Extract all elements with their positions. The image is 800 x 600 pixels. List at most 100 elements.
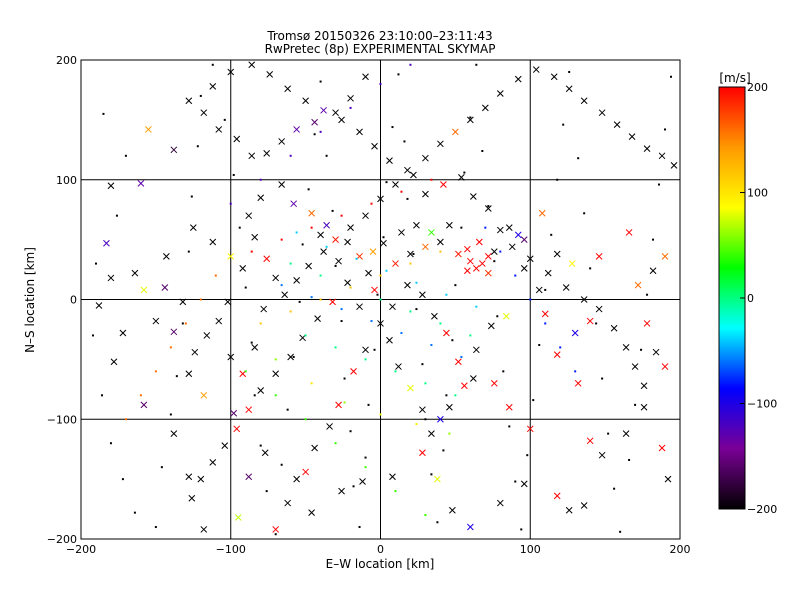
data-point-dot-274 bbox=[382, 236, 385, 239]
data-point-cross-23 bbox=[163, 253, 170, 260]
data-point-dot-313 bbox=[595, 322, 598, 325]
data-point-cross-17 bbox=[245, 473, 253, 481]
data-point-cross-188 bbox=[311, 118, 318, 126]
data-point-cross-31 bbox=[308, 209, 315, 217]
data-point-cross-219 bbox=[580, 97, 588, 105]
data-point-dot-247 bbox=[238, 226, 241, 229]
data-point-cross-98 bbox=[395, 363, 402, 370]
data-point-cross-32 bbox=[317, 231, 324, 239]
data-point-cross-18 bbox=[261, 449, 269, 457]
data-point-cross-130 bbox=[371, 286, 378, 294]
data-point-cross-221 bbox=[613, 121, 621, 129]
data-point-dot-242 bbox=[196, 145, 199, 148]
data-point-dot-393 bbox=[574, 370, 577, 373]
data-point-dot-285 bbox=[436, 521, 439, 524]
data-point-dot-280 bbox=[412, 252, 415, 255]
data-point-cross-61 bbox=[505, 224, 513, 232]
data-point-cross-9 bbox=[95, 302, 103, 309]
data-point-dot-337 bbox=[424, 382, 427, 385]
data-point-dot-264 bbox=[334, 264, 337, 267]
data-point-cross-48 bbox=[446, 221, 453, 229]
colorbar-label: [m/s] bbox=[719, 71, 750, 85]
data-point-dot-302 bbox=[526, 454, 529, 457]
x-axis-label: E–W location [km] bbox=[326, 557, 435, 571]
data-point-cross-202 bbox=[302, 97, 309, 105]
data-point-cross-83 bbox=[553, 351, 561, 358]
data-point-cross-198 bbox=[227, 68, 235, 76]
data-point-dot-339 bbox=[274, 358, 277, 361]
data-point-dot-397 bbox=[169, 346, 172, 349]
data-point-dot-249 bbox=[250, 341, 253, 344]
data-point-cross-129 bbox=[389, 303, 396, 311]
data-point-dot-326 bbox=[289, 262, 292, 265]
data-point-cross-38 bbox=[365, 269, 372, 277]
data-point-dot-252 bbox=[265, 490, 268, 493]
data-point-cross-169 bbox=[422, 190, 429, 198]
data-point-cross-109 bbox=[272, 526, 280, 533]
chart-subtitle: RwPretec (8p) EXPERIMENTAL SKYMAP bbox=[265, 42, 496, 56]
data-point-dot-369 bbox=[340, 214, 343, 217]
data-point-dot-379 bbox=[424, 514, 427, 517]
data-point-cross-206 bbox=[371, 142, 378, 150]
data-point-cross-167 bbox=[392, 181, 399, 188]
data-point-cross-54 bbox=[484, 253, 492, 260]
data-point-dot-362 bbox=[349, 286, 352, 289]
data-point-dot-281 bbox=[415, 308, 418, 311]
colorbar-tick-label-4: 200 bbox=[747, 81, 768, 94]
data-point-cross-126 bbox=[431, 312, 438, 320]
data-point-dot-354 bbox=[340, 308, 343, 311]
data-point-cross-105 bbox=[311, 444, 318, 452]
data-point-cross-22 bbox=[170, 328, 178, 336]
data-point-cross-224 bbox=[658, 152, 666, 160]
data-point-dot-329 bbox=[379, 298, 382, 301]
data-point-cross-162 bbox=[305, 262, 312, 270]
data-point-cross-25 bbox=[209, 238, 217, 246]
data-point-cross-45 bbox=[422, 243, 429, 251]
data-point-cross-191 bbox=[263, 150, 271, 157]
data-point-dot-356 bbox=[400, 332, 403, 335]
colorbar-tick-label-3: 100 bbox=[747, 187, 768, 200]
data-point-cross-49 bbox=[455, 250, 462, 258]
data-point-cross-144 bbox=[188, 494, 196, 502]
data-point-cross-110 bbox=[308, 509, 315, 517]
data-point-cross-96 bbox=[419, 406, 426, 414]
data-point-cross-184 bbox=[640, 382, 648, 390]
data-point-cross-141 bbox=[221, 442, 229, 449]
data-point-cross-91 bbox=[472, 346, 480, 354]
x-tick-label-0: −200 bbox=[66, 543, 96, 556]
data-point-dot-293 bbox=[475, 63, 478, 66]
data-point-cross-178 bbox=[562, 284, 570, 291]
data-point-dot-237 bbox=[169, 413, 172, 416]
data-point-dot-259 bbox=[307, 188, 310, 191]
data-point-cross-66 bbox=[625, 229, 633, 236]
x-tick-label-3: 100 bbox=[520, 543, 541, 556]
data-point-dot-308 bbox=[562, 123, 565, 126]
data-point-cross-60 bbox=[520, 236, 528, 243]
data-point-cross-114 bbox=[419, 449, 426, 457]
data-point-dot-321 bbox=[646, 293, 649, 296]
data-point-dot-287 bbox=[445, 394, 448, 397]
data-point-dot-246 bbox=[232, 173, 235, 176]
data-point-dot-304 bbox=[538, 344, 541, 347]
data-point-cross-128 bbox=[404, 281, 411, 289]
data-point-cross-117 bbox=[466, 523, 474, 531]
data-point-dot-394 bbox=[214, 274, 217, 277]
data-point-dot-392 bbox=[559, 346, 562, 349]
data-point-dot-366 bbox=[250, 250, 253, 253]
data-point-dot-316 bbox=[613, 487, 616, 490]
data-point-cross-136 bbox=[287, 353, 295, 361]
colorbar: [m/s] −200 −100 0 100 200 bbox=[718, 71, 777, 516]
data-point-cross-47 bbox=[437, 238, 444, 246]
data-point-cross-42 bbox=[398, 229, 405, 236]
data-point-cross-137 bbox=[272, 370, 280, 378]
data-point-cross-30 bbox=[290, 200, 297, 208]
data-point-cross-40 bbox=[380, 239, 387, 247]
data-point-dot-235 bbox=[154, 526, 157, 529]
data-point-dot-348 bbox=[385, 269, 388, 272]
data-point-dot-233 bbox=[121, 478, 124, 481]
data-point-dot-243 bbox=[199, 94, 202, 97]
data-point-dot-248 bbox=[244, 286, 247, 289]
data-point-cross-225 bbox=[670, 162, 678, 169]
data-point-cross-125 bbox=[443, 329, 450, 337]
x-tick-label-2: 0 bbox=[377, 543, 384, 556]
